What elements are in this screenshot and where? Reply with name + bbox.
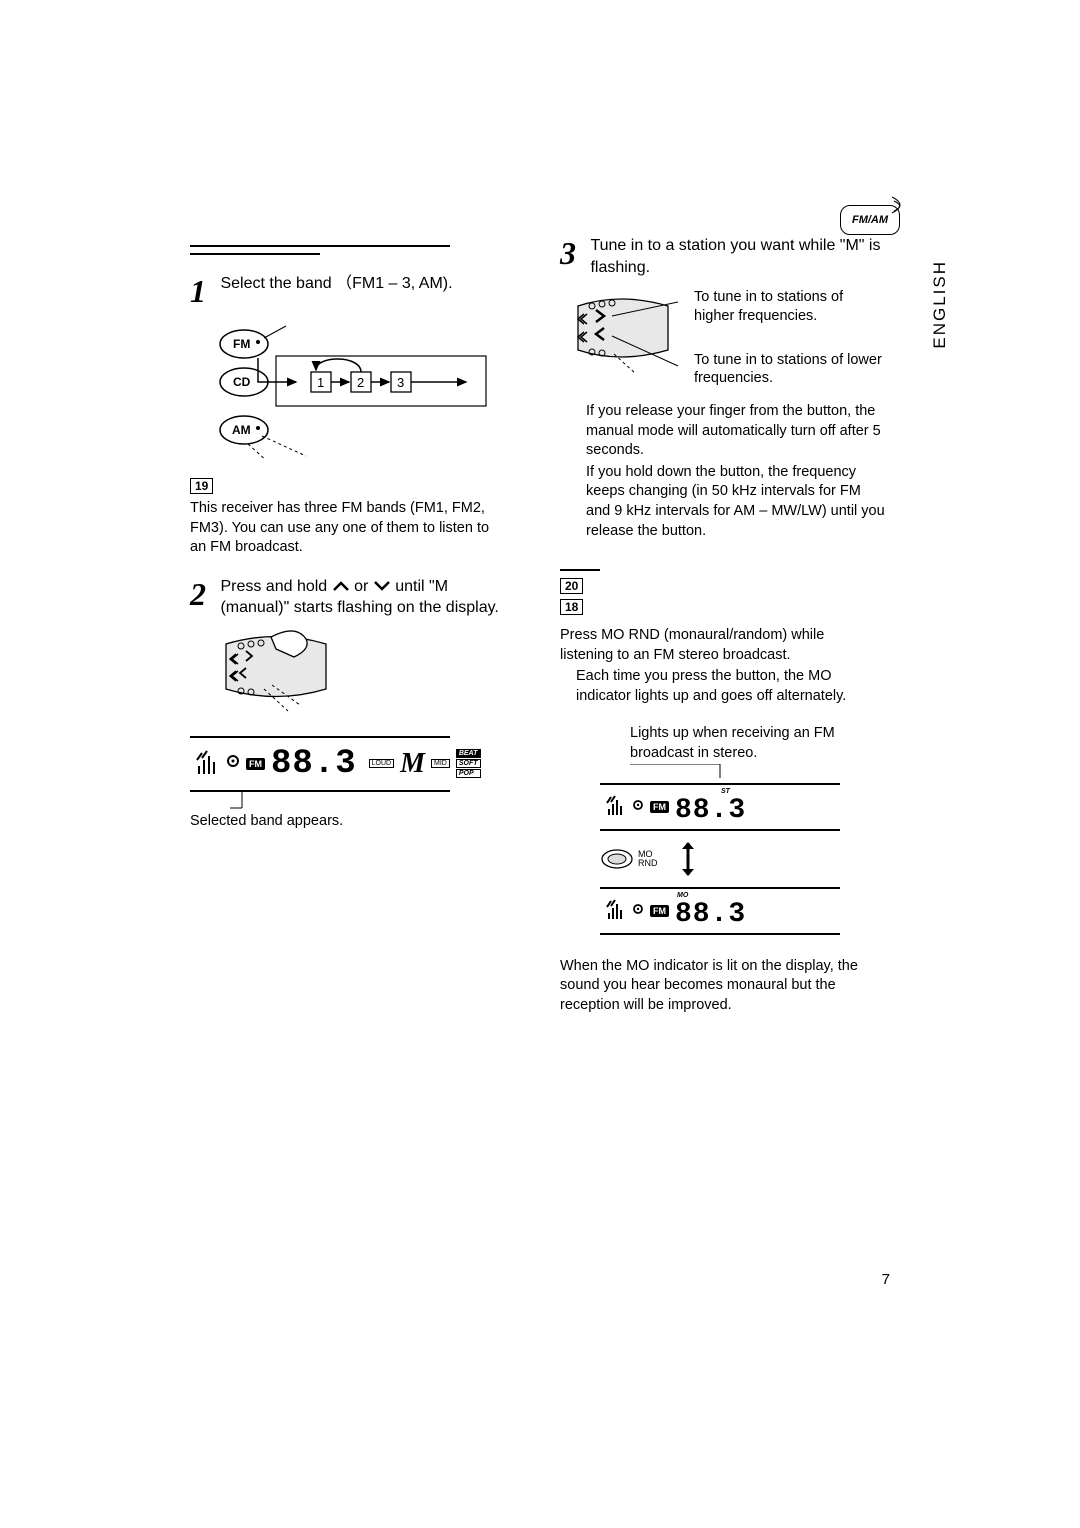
display-readout-st: FM ST 88.3 (600, 783, 840, 831)
band-chip-3: FM (650, 905, 669, 917)
step-1: 1 Select the band （FM1 – 3, AM). (190, 273, 520, 310)
band-selector-svg: FM CD AM 1 (216, 320, 496, 460)
am-oval-label: AM (232, 423, 251, 437)
step-1-text: Select the band （FM1 – 3, AM). (220, 273, 510, 295)
chevron-down-icon (373, 580, 391, 592)
manual-page: FM/AM ENGLISH 1 Select the band （FM1 – 3… (0, 0, 1080, 1528)
step-number: 1 (190, 273, 216, 310)
tuning-button-figure (216, 629, 520, 724)
freq-readout-2: 88.3 (675, 795, 746, 826)
eq-icon (196, 750, 220, 778)
mo-rnd-toggle: MO RND (600, 839, 890, 879)
cd-indicator-icon-3 (632, 902, 644, 920)
svg-text:2: 2 (357, 375, 364, 390)
eq-icon-3 (606, 899, 626, 923)
eq-mode-labels: BEAT SOFT POP (456, 749, 481, 778)
step-3-text: Tune in to a station you want while "M" … (590, 235, 880, 278)
tune-figure: To tune in to stations of higher frequen… (570, 288, 890, 388)
note-ref-19: 19 (190, 478, 213, 494)
cd-indicator-icon (226, 754, 240, 773)
badge-waves-icon (890, 195, 910, 240)
mo-indicator: MO (677, 892, 688, 899)
st-pointer (600, 764, 880, 778)
svg-text:3: 3 (397, 375, 404, 390)
display-readout-mo: FM MO 88.3 (600, 887, 840, 935)
display-readout-1: FM 88.3 LOUD M MID BEAT SOFT POP (190, 736, 450, 792)
freq-readout-3: 88.3 (675, 899, 746, 930)
band-selector-figure: FM CD AM 1 (216, 320, 520, 465)
tuning-button-svg (216, 629, 346, 719)
cd-indicator-icon-2 (632, 798, 644, 816)
step-2-text: Press and hold or until "M (manual)" sta… (220, 576, 510, 619)
step-2: 2 Press and hold or until "M (manual)" s… (190, 576, 520, 619)
mo-closing: When the MO indicator is lit on the disp… (560, 957, 890, 1016)
mo-rnd-intro: Press MO RND (monaural/random) while lis… (560, 626, 880, 665)
mo-rnd-button-icon (600, 848, 634, 870)
callout-lower-freq: To tune in to stations of lower frequenc… (694, 351, 884, 389)
heading-rule-2 (190, 253, 320, 255)
page-number: 7 (882, 1271, 890, 1288)
band-chip: FM (246, 758, 265, 770)
rnd-label: RND (638, 859, 658, 868)
ref-18: 18 (560, 599, 583, 615)
badge-label: FM/AM (852, 214, 888, 226)
svg-text:1: 1 (317, 375, 324, 390)
heading-rule-1 (190, 245, 450, 247)
right-column: 3 Tune in to a station you want while "M… (560, 235, 890, 1015)
mo-rnd-each: Each time you press the button, the MO i… (576, 667, 880, 706)
frequency-readout: 88.3 (271, 745, 357, 783)
eq-icon-2 (606, 795, 626, 819)
content-area: 1 Select the band （FM1 – 3, AM). FM CD A… (190, 235, 910, 1295)
step-number-3: 3 (560, 235, 586, 272)
cd-oval-label: CD (233, 375, 251, 389)
note-19-body: This receiver has three FM bands (FM1, F… (190, 499, 500, 558)
release-note: If you release your finger from the butt… (586, 402, 886, 461)
section-2-header: 20 18 (560, 569, 890, 616)
note-19: 19 (190, 477, 520, 495)
up-down-arrow-icon (678, 839, 698, 879)
manual-mode-indicator: M (400, 748, 425, 780)
mode-indicators: LOUD (369, 759, 394, 768)
st-caption: Lights up when receiving an FM broadcast… (630, 724, 850, 763)
st-indicator: ST (721, 788, 730, 795)
callout-higher-freq: To tune in to stations of higher frequen… (694, 288, 884, 326)
ref-20: 20 (560, 578, 583, 594)
left-column: 1 Select the band （FM1 – 3, AM). FM CD A… (190, 245, 520, 831)
selected-band-caption: Selected band appears. (190, 812, 520, 832)
chevron-up-icon (332, 580, 350, 592)
step-number-2: 2 (190, 576, 216, 613)
step-3: 3 Tune in to a station you want while "M… (560, 235, 890, 278)
band-chip-2: FM (650, 801, 669, 813)
fm-oval-label: FM (233, 337, 250, 351)
pointer-line (190, 792, 450, 812)
language-tab: ENGLISH (930, 260, 950, 349)
tune-button-svg (570, 288, 680, 388)
hold-note: If you hold down the button, the frequen… (586, 463, 886, 541)
